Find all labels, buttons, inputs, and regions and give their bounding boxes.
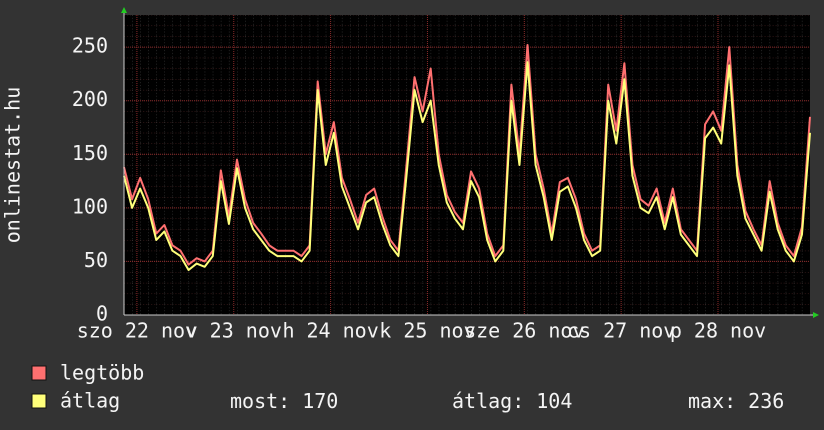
lines — [123, 44, 811, 271]
y-tick-label: 100 — [72, 194, 108, 218]
stat-value: 104 — [536, 389, 572, 413]
x-tick-label: v 23 nov — [186, 319, 282, 343]
stat-label: max: — [688, 389, 736, 413]
stat: max: 236 — [688, 389, 784, 413]
x-tick-label: h 24 nov — [282, 319, 378, 343]
x-tick-label: p 28 nov — [670, 319, 766, 343]
x-arrow — [813, 312, 819, 318]
y-tick-label: 150 — [72, 141, 108, 165]
stat-value: 170 — [302, 389, 338, 413]
legend-swatch — [31, 365, 47, 381]
x-tick-label: szo 22 nov — [77, 319, 197, 343]
legend-label: legtöbb — [60, 361, 144, 385]
y-tick-label: 0 — [96, 302, 108, 326]
legend-label: átlag — [60, 389, 120, 413]
legend-swatch — [31, 393, 47, 409]
stat-label: átlag: — [452, 389, 524, 413]
stat-label: most: — [230, 389, 290, 413]
series-line — [123, 61, 811, 271]
legend: legtöbb átlag most: 170 átlag: 104 max: 236 — [31, 361, 784, 413]
series-line — [123, 44, 811, 266]
stat: most: 170 — [230, 389, 338, 413]
y-axis-label: onlinestat.hu — [1, 87, 25, 244]
stat-value: 236 — [748, 389, 784, 413]
minor-grid — [124, 15, 810, 315]
x-tick-label: cs 27 nov — [567, 319, 675, 343]
stat: átlag: 104 — [452, 389, 572, 413]
x-tick-label: k 25 nov — [379, 319, 475, 343]
y-arrow — [121, 7, 127, 13]
y-tick-label: 200 — [72, 87, 108, 111]
y-tick-label: 250 — [72, 34, 108, 58]
x-tick-label: sze 26 nov — [464, 319, 584, 343]
y-tick-label: 50 — [84, 248, 108, 272]
